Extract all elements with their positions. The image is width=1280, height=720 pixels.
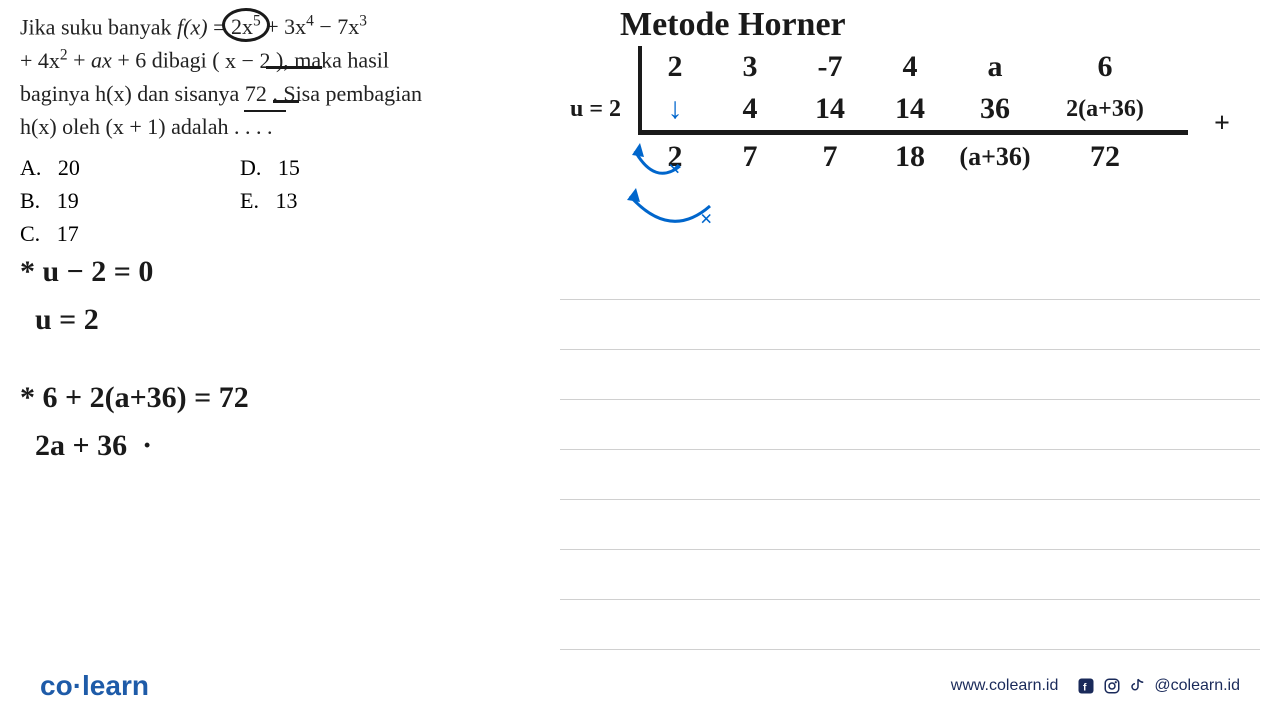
ax: ax [91, 48, 112, 73]
text: ), maka hasil [276, 48, 389, 73]
horner-row-3: 2 7 7 18 (a+36) 72 [570, 136, 1250, 178]
text: + 6 dibagi ( [117, 48, 219, 73]
opt-label: A. [20, 155, 41, 180]
cell: 2 [640, 50, 710, 84]
cell: 3 [710, 50, 790, 84]
term: + 3x4 [266, 14, 314, 39]
vertical-line [638, 46, 642, 131]
opt-value: 15 [278, 155, 300, 180]
options: A. 20 D. 15 B. 19 E. 13 C. 17 [20, 151, 540, 250]
term: + 4x2 [20, 48, 68, 73]
term: − 7x3 [319, 14, 367, 39]
logo: co·learn [40, 670, 149, 702]
hw-line: * u − 2 = 0 [20, 248, 249, 296]
opt-value: 17 [57, 221, 79, 246]
plus-sign: + [1214, 108, 1230, 140]
opt-value: 20 [58, 155, 80, 180]
x-mark: × [700, 206, 713, 231]
horner-panel: Metode Horner + 2 3 -7 4 a 6 u = 2 ↓ 4 1… [570, 6, 1250, 178]
text: + [73, 48, 91, 73]
opt-label: C. [20, 221, 40, 246]
cell: 2 [640, 140, 710, 174]
problem-text: Jika suku banyak f(x) = 2x5 + 3x4 − 7x3 … [20, 10, 540, 143]
opt-label: D. [240, 155, 261, 180]
divisor: x − 2 [225, 48, 270, 73]
horizontal-line [638, 130, 1188, 135]
horner-table: + 2 3 -7 4 a 6 u = 2 ↓ 4 14 14 36 2(a+36… [570, 46, 1250, 178]
ruled-background [560, 250, 1260, 650]
horner-title: Metode Horner [620, 6, 1250, 44]
hw-line: 2a + 36 · [20, 422, 249, 470]
horner-row-1: 2 3 -7 4 a 6 [570, 46, 1250, 88]
text: baginya h(x) dan sisanya [20, 81, 245, 106]
cell: 14 [870, 92, 950, 126]
facebook-icon: f [1076, 676, 1096, 696]
problem-panel: Jika suku banyak f(x) = 2x5 + 3x4 − 7x3 … [20, 10, 540, 250]
u-label: u = 2 [570, 96, 640, 123]
dots: . . . . [234, 114, 273, 139]
svg-text:f: f [1083, 682, 1087, 694]
cell: 36 [950, 92, 1040, 126]
logo-co: co [40, 670, 73, 701]
cell: a [950, 50, 1040, 84]
tiktok-icon [1128, 676, 1148, 696]
cell: 2(a+36) [1040, 96, 1170, 123]
footer-url: www.colearn.id [951, 677, 1059, 695]
opt-value: 13 [275, 188, 297, 213]
cell: 4 [870, 50, 950, 84]
cell: 6 [1040, 50, 1170, 84]
cell: -7 [790, 50, 870, 84]
cell: ↓ [640, 92, 710, 126]
cell: 7 [790, 140, 870, 174]
text: . Sisa pembagian [272, 81, 422, 106]
handwriting-left: * u − 2 = 0 u = 2 * 6 + 2(a+36) = 72 2a … [20, 248, 249, 470]
text: h(x) oleh (x + 1) adalah [20, 114, 229, 139]
logo-learn: learn [82, 670, 149, 701]
hw-line: * 6 + 2(a+36) = 72 [20, 374, 249, 422]
instagram-icon [1102, 676, 1122, 696]
cell: (a+36) [950, 142, 1040, 172]
footer: co·learn www.colearn.id f @colearn.id [0, 670, 1280, 702]
text: = [213, 14, 231, 39]
footer-handle: @colearn.id [1154, 677, 1240, 695]
fx: f(x) [177, 14, 208, 39]
social-icons: f @colearn.id [1076, 676, 1240, 696]
opt-value: 19 [57, 188, 79, 213]
cell: 7 [710, 140, 790, 174]
hw-line: u = 2 [20, 296, 249, 344]
cell: 4 [710, 92, 790, 126]
footer-right: www.colearn.id f @colearn.id [951, 676, 1240, 696]
term: 2x5 [231, 14, 261, 39]
text: Jika suku banyak [20, 14, 177, 39]
cell: 14 [790, 92, 870, 126]
opt-label: E. [240, 188, 259, 213]
opt-label: B. [20, 188, 40, 213]
remainder: 72 [245, 81, 267, 106]
horner-row-2: u = 2 ↓ 4 14 14 36 2(a+36) [570, 88, 1250, 130]
overline-annotation [244, 110, 286, 112]
cell: 18 [870, 140, 950, 174]
cell: 72 [1040, 140, 1170, 174]
